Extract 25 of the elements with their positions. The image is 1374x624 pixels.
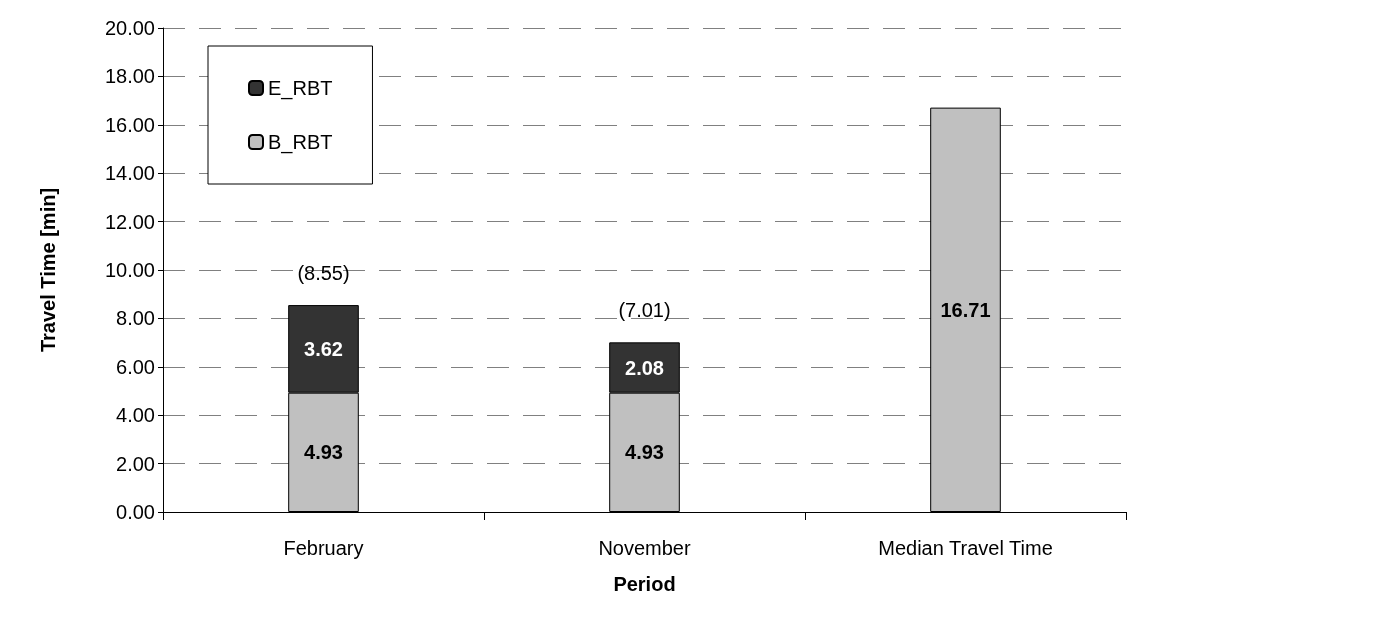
x-tick-label: November [598,537,691,559]
y-axis-title: Travel Time [min] [37,187,59,353]
total-label: (8.55) [297,262,350,285]
y-tick-label: 18.00 [104,65,155,88]
y-tick-label: 14.00 [104,162,155,185]
y-tick-label: 8.00 [116,307,155,330]
data-label: 2.08 [625,356,664,379]
y-tick-label: 6.00 [116,355,155,378]
y-tick-label: 12.00 [104,210,155,233]
y-tick-label: 20.00 [104,17,155,39]
data-label: 4.93 [625,441,664,464]
data-label: 3.62 [304,337,343,360]
x-tick-label: Median Travel Time [878,537,1053,559]
x-tick-label: February [283,537,364,559]
y-tick-label: 2.00 [116,452,155,475]
legend-label: B_RBT [268,131,333,154]
y-tick-label: 4.00 [116,404,155,427]
y-tick-label: 16.00 [104,113,155,136]
y-tick-label: 10.00 [104,259,155,281]
data-label: 16.71 [940,298,991,321]
x-axis-title: Period [613,573,676,595]
legend-label: E_RBT [268,77,333,100]
total-label: (7.01) [618,299,671,322]
y-tick-label: 0.00 [116,501,155,523]
data-label: 4.93 [304,441,343,464]
